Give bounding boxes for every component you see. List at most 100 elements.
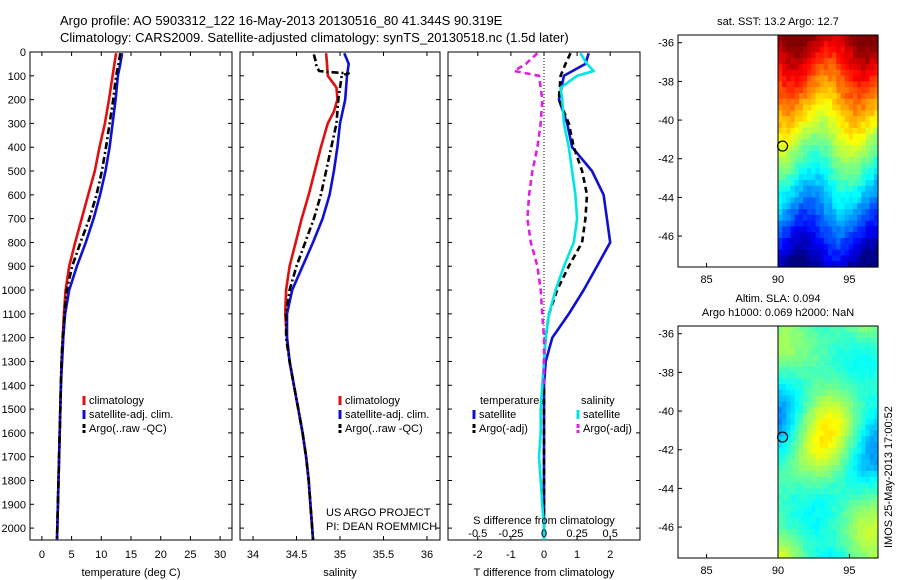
legend-label: Argo(-adj)	[479, 423, 528, 435]
map-cell	[807, 505, 812, 513]
map-cell	[811, 500, 817, 507]
map-cell	[807, 197, 812, 204]
map-cell	[798, 255, 804, 262]
map-cell	[857, 197, 862, 204]
map-cell	[853, 180, 858, 187]
map-cell	[848, 360, 854, 368]
map-cell	[869, 220, 875, 227]
map-cell	[807, 517, 812, 524]
map-cell	[848, 430, 854, 437]
map-cell	[865, 326, 871, 333]
map-cell	[869, 453, 875, 460]
map-cell	[828, 436, 833, 443]
map-cell	[832, 226, 837, 233]
map-cell	[857, 98, 862, 106]
map-cell	[853, 523, 858, 530]
map-cell	[803, 476, 808, 484]
map-cell	[798, 517, 804, 524]
map-cell	[853, 255, 858, 262]
map-cell	[857, 174, 862, 181]
timestamp-stamp: IMOS 25-May-2013 17:00:52	[883, 406, 895, 548]
map-cell	[815, 482, 821, 489]
map-cell	[873, 40, 879, 48]
map-cell	[828, 209, 833, 216]
map-cell	[794, 127, 800, 135]
map-cell	[794, 471, 800, 478]
map-cell	[782, 191, 787, 198]
map-cell	[840, 232, 846, 239]
map-cell	[832, 442, 837, 449]
map-cell	[869, 203, 875, 210]
map-cell	[848, 35, 854, 42]
map-cell	[807, 413, 812, 420]
depth-tick-label: 500	[8, 166, 26, 178]
map-cell	[869, 104, 875, 111]
map-cell	[819, 93, 825, 100]
map-cell	[807, 494, 812, 501]
map-cell	[815, 197, 821, 204]
map-cell	[782, 500, 787, 507]
map-cell	[865, 465, 871, 472]
map-cell	[865, 360, 871, 368]
map-cell	[782, 156, 787, 164]
depth-tick-label: 1700	[2, 452, 26, 464]
map-cell	[869, 214, 875, 222]
map-cell	[786, 471, 792, 478]
map-cell	[823, 174, 829, 181]
map-cell	[873, 87, 879, 94]
map-cell	[840, 494, 846, 501]
map-cell	[869, 337, 875, 344]
map-cell	[840, 389, 846, 397]
map-cell	[794, 214, 800, 222]
map-cell	[865, 389, 871, 397]
map-cell	[778, 384, 783, 391]
map-cell	[865, 46, 871, 53]
map-cell	[778, 511, 783, 518]
map-cell	[873, 214, 879, 222]
map-cell	[778, 116, 783, 123]
map-cell	[861, 453, 867, 460]
map-cell	[844, 540, 850, 547]
map-cell	[823, 447, 829, 455]
temperature-xlabel: temperature (deg C)	[81, 567, 180, 579]
map-cell	[803, 127, 808, 135]
map-cell	[848, 500, 854, 507]
map-cell	[786, 453, 792, 460]
map-cell	[807, 81, 812, 88]
map-cell	[844, 98, 850, 106]
map-cell	[828, 35, 833, 42]
map-cell	[794, 249, 800, 256]
map-cell	[819, 133, 825, 140]
map-cell	[832, 465, 837, 472]
map-cell	[836, 401, 842, 408]
map-cell	[811, 436, 817, 443]
map-xtick-label: 90	[772, 274, 784, 286]
map-cell	[857, 372, 862, 379]
map-cell	[840, 517, 846, 524]
map-cell	[786, 151, 792, 158]
map-cell	[832, 413, 837, 420]
map-cell	[790, 471, 796, 478]
map-cell	[869, 162, 875, 169]
map-cell	[807, 395, 812, 402]
map-cell	[828, 220, 833, 227]
map-cell	[811, 471, 817, 478]
map-cell	[815, 145, 821, 152]
map-cell	[853, 35, 858, 42]
map-cell	[811, 505, 817, 513]
map-cell	[778, 395, 783, 402]
map-cell	[857, 185, 862, 193]
map-cell	[861, 203, 867, 210]
map-cell	[815, 220, 821, 227]
map-cell	[786, 40, 792, 48]
map-cell	[815, 180, 821, 187]
map-cell	[794, 540, 800, 547]
map-cell	[798, 326, 804, 333]
map-cell	[807, 343, 812, 350]
map-cell	[807, 139, 812, 146]
map-cell	[865, 87, 871, 94]
map-cell	[798, 436, 804, 443]
map-cell	[811, 494, 817, 501]
map-cell	[807, 436, 812, 443]
